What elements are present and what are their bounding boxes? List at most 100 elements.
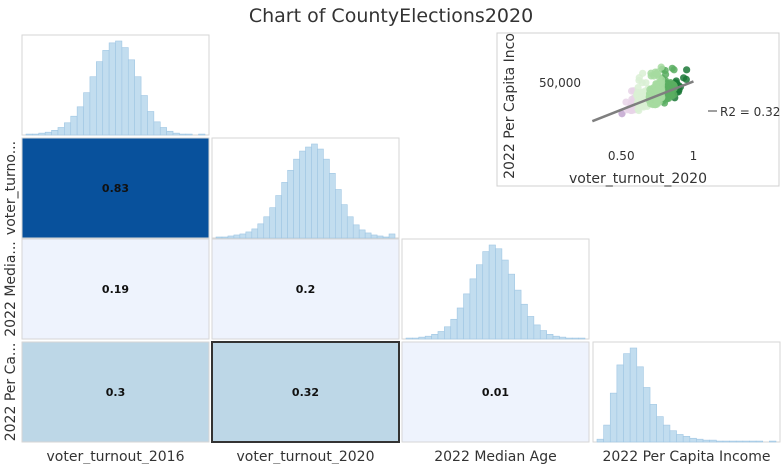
histogram-bar bbox=[215, 236, 223, 239]
histogram-bar bbox=[682, 436, 691, 443]
scatter-point bbox=[668, 64, 676, 72]
histogram-bar bbox=[159, 127, 167, 136]
histogram-bar bbox=[287, 169, 294, 239]
histogram-bar bbox=[221, 236, 229, 239]
histogram-bar bbox=[533, 324, 541, 340]
histogram-bar bbox=[364, 232, 372, 239]
histogram-bar bbox=[153, 121, 161, 136]
histogram-bar bbox=[44, 131, 52, 136]
histogram-bar bbox=[127, 59, 135, 136]
histogram-bar bbox=[501, 259, 509, 340]
histogram-bar bbox=[388, 233, 396, 239]
histogram-bar bbox=[539, 330, 547, 340]
histogram-bar bbox=[275, 195, 282, 239]
histogram-bar bbox=[305, 146, 312, 239]
histogram-bar bbox=[281, 182, 288, 239]
correlation-value: 0.83 bbox=[102, 182, 129, 195]
y-axis-label: 2022 Media... bbox=[3, 241, 19, 336]
preview-x-label: voter_turnout_2020 bbox=[569, 171, 707, 187]
x-axis-label: voter_turnout_2016 bbox=[46, 449, 184, 464]
histogram-bar bbox=[293, 158, 300, 239]
histogram-bar bbox=[571, 337, 579, 340]
histogram-bar bbox=[546, 333, 554, 340]
histogram-bar bbox=[656, 416, 664, 443]
histogram-bar bbox=[64, 122, 72, 136]
correlation-cell[interactable] bbox=[21, 341, 210, 443]
histogram-bar bbox=[198, 133, 206, 136]
histogram-bar bbox=[251, 228, 259, 239]
preview-x-tick: 0.50 bbox=[608, 149, 635, 163]
histogram-bar bbox=[559, 336, 567, 340]
histogram-bar bbox=[552, 335, 560, 340]
histogram-bar bbox=[689, 437, 697, 443]
histogram-bar bbox=[346, 216, 354, 239]
histogram-bar bbox=[70, 115, 78, 136]
histogram-bar bbox=[108, 42, 116, 136]
trend-line bbox=[591, 80, 694, 123]
correlation-cell[interactable] bbox=[401, 341, 590, 443]
scatter-point bbox=[683, 66, 691, 74]
scatter-point bbox=[680, 74, 688, 82]
scatter-point bbox=[639, 69, 647, 77]
correlation-value: 0.19 bbox=[102, 283, 129, 296]
correlation-cell[interactable] bbox=[21, 238, 210, 340]
correlation-cell[interactable] bbox=[21, 137, 210, 239]
histogram-bar bbox=[329, 173, 336, 239]
histogram-bar bbox=[405, 337, 413, 340]
histogram-bar bbox=[649, 404, 657, 443]
scatter-point bbox=[642, 79, 650, 87]
histogram-bar bbox=[469, 278, 477, 340]
histogram-bar bbox=[102, 50, 110, 136]
histogram-bar bbox=[596, 438, 604, 443]
histogram-bar bbox=[769, 440, 777, 443]
scatter-preview-panel[interactable]: R2 = 0.32 0.50 1 50,000 voter_turnout_2020 20… bbox=[496, 32, 780, 187]
histogram-bar bbox=[609, 392, 618, 443]
histogram-bar bbox=[716, 440, 724, 443]
histogram-bar bbox=[463, 293, 471, 340]
histogram-bar bbox=[257, 223, 265, 239]
histogram-bar bbox=[476, 264, 484, 340]
histogram-bar bbox=[382, 236, 390, 239]
histogram-bar bbox=[172, 132, 180, 136]
histogram-bar bbox=[245, 231, 253, 239]
y-axis-label: 2022 Per Ca... bbox=[3, 343, 19, 442]
correlation-cell[interactable] bbox=[211, 238, 400, 340]
histogram-bar bbox=[115, 40, 123, 136]
histogram-bar bbox=[51, 130, 59, 136]
histogram-bar bbox=[702, 439, 711, 443]
preview-y-tick: 50,000 bbox=[539, 76, 581, 90]
histogram-bar bbox=[83, 92, 91, 136]
histogram-bar bbox=[370, 234, 378, 239]
y-axis-label: voter_turno... bbox=[3, 141, 19, 235]
histogram-bar bbox=[669, 430, 677, 443]
histogram-bar bbox=[121, 47, 129, 136]
histogram-bar bbox=[57, 127, 65, 136]
histogram-bar bbox=[629, 347, 638, 443]
preview-y-label: 2022 Per Capita Inco bbox=[502, 33, 518, 179]
histogram-bar bbox=[514, 289, 522, 340]
histogram-bar bbox=[749, 440, 757, 443]
histogram-bar bbox=[495, 248, 503, 340]
histogram-bar bbox=[323, 158, 330, 239]
histogram-bar bbox=[603, 424, 611, 443]
correlation-value: 0.01 bbox=[482, 386, 509, 399]
histogram-bar bbox=[166, 130, 174, 136]
histogram-bar bbox=[269, 207, 276, 239]
histogram-bar bbox=[299, 150, 306, 239]
histogram-bar bbox=[437, 331, 445, 340]
x-axis-label: 2022 Median Age bbox=[434, 449, 557, 464]
histogram-bar bbox=[376, 235, 384, 239]
histogram-bar bbox=[233, 234, 241, 239]
histogram-bar bbox=[358, 229, 366, 239]
histogram-bar bbox=[140, 95, 148, 136]
histogram-bar bbox=[317, 148, 324, 239]
histogram-bar bbox=[565, 337, 573, 340]
histogram-bar bbox=[25, 133, 33, 136]
histogram-bar bbox=[311, 143, 318, 239]
histogram-bar bbox=[755, 440, 764, 443]
correlation-cell[interactable] bbox=[211, 341, 400, 443]
scatter-point bbox=[634, 83, 642, 92]
histogram-bar bbox=[352, 224, 360, 239]
histogram-bar bbox=[76, 106, 84, 136]
correlation-value: 0.32 bbox=[292, 386, 319, 399]
